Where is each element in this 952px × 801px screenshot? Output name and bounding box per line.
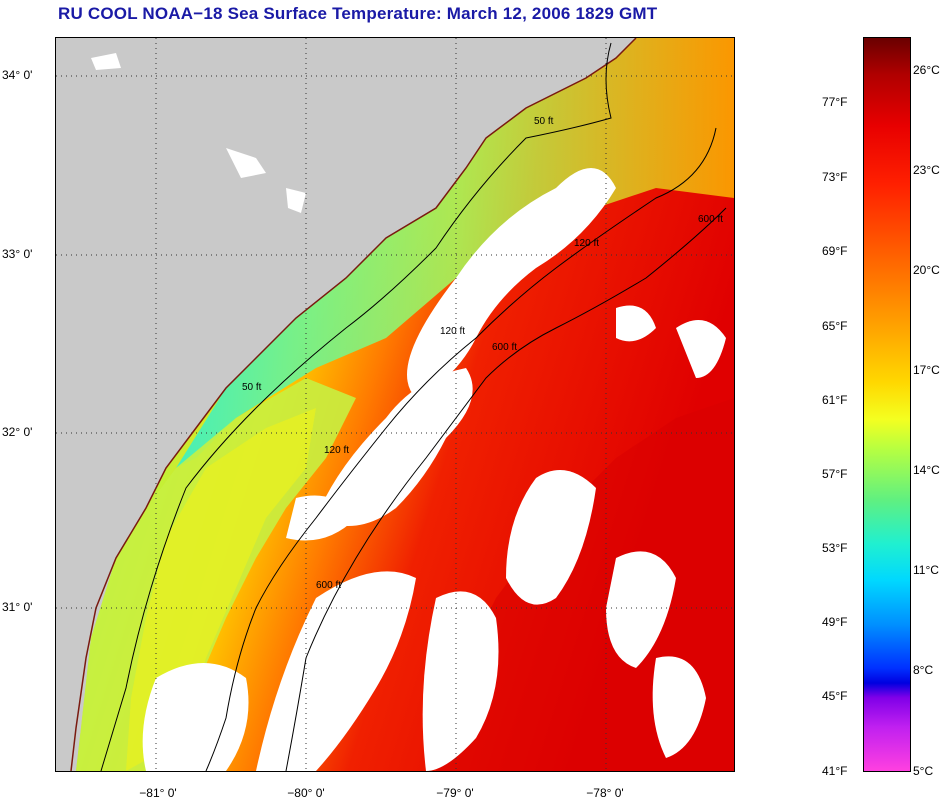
colorbar-c-5: 5°C (913, 764, 934, 778)
longitude-label-78: −78° 0' (586, 786, 624, 800)
colorbar-f-45: 45°F (822, 689, 848, 703)
latitude-label-34: 34° 0' (2, 68, 33, 82)
sst-map-graphic: 50 ft 120 ft 600 ft 50 ft 120 ft 600 ft … (56, 38, 734, 771)
contour-label-600ft-mid: 600 ft (492, 342, 517, 353)
colorbar-f-49: 49°F (822, 615, 848, 629)
latitude-label-33: 33° 0' (2, 247, 33, 261)
contour-label-600ft: 600 ft (698, 214, 723, 225)
colorbar-f-65: 65°F (822, 319, 848, 333)
colorbar-f-73: 73°F (822, 170, 848, 184)
contour-label-120ft: 120 ft (574, 238, 599, 249)
contour-label-120ft-south: 120 ft (324, 445, 349, 456)
graticule (56, 38, 734, 771)
sst-map[interactable]: 50 ft 120 ft 600 ft 50 ft 120 ft 600 ft … (55, 37, 735, 772)
colorbar-f-77: 77°F (822, 95, 848, 109)
cloud-cover (142, 168, 726, 771)
colorbar-c-23: 23°C (913, 163, 940, 177)
contour-label-50ft: 50 ft (534, 116, 554, 127)
map-title: RU COOL NOAA−18 Sea Surface Temperature:… (58, 4, 658, 23)
contour-label-600ft-south: 600 ft (316, 580, 341, 591)
colorbar-f-53: 53°F (822, 541, 848, 555)
land-area (56, 38, 636, 771)
colorbar-c-17: 17°C (913, 363, 940, 377)
contour-label-50ft-south: 50 ft (242, 382, 262, 393)
colorbar-f-69: 69°F (822, 244, 848, 258)
colorbar-c-20: 20°C (913, 263, 940, 277)
contour-label-120ft-mid: 120 ft (440, 326, 465, 337)
longitude-label-79: −79° 0' (436, 786, 474, 800)
colorbar-f-57: 57°F (822, 467, 848, 481)
temperature-colorbar (863, 37, 911, 772)
latitude-label-31: 31° 0' (2, 600, 33, 614)
coastline (70, 38, 637, 771)
colorbar-c-8: 8°C (913, 663, 934, 677)
colorbar-f-41: 41°F (822, 764, 848, 778)
colorbar-f-61: 61°F (822, 393, 848, 407)
colorbar-c-11: 11°C (913, 563, 939, 577)
longitude-label-80: −80° 0' (287, 786, 325, 800)
colorbar-c-26: 26°C (913, 63, 940, 77)
inland-lakes (91, 53, 306, 213)
longitude-label-81: −81° 0' (139, 786, 177, 800)
colorbar-c-14: 14°C (913, 463, 940, 477)
shelf-water-north (176, 38, 734, 468)
depth-contours (100, 42, 727, 771)
latitude-label-32: 32° 0' (2, 425, 33, 439)
